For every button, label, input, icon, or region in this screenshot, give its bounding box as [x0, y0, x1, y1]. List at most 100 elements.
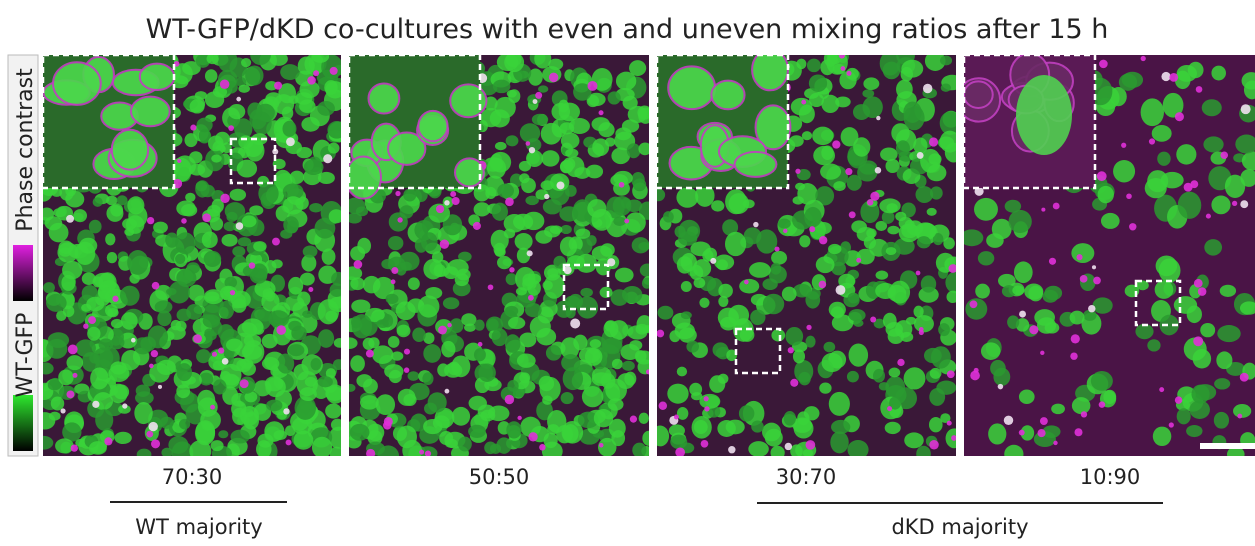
cell-phase: [66, 390, 74, 398]
cell-phase: [240, 379, 249, 388]
cell-gfp: [592, 372, 611, 386]
cell-gfp: [632, 237, 650, 253]
cell-phase: [71, 444, 78, 451]
cell-phase: [152, 282, 160, 290]
cell-gfp: [900, 332, 913, 342]
cell-phase: [1053, 441, 1057, 445]
cell-gfp: [794, 360, 813, 383]
cell-gfp: [930, 186, 943, 199]
cell-gfp: [428, 392, 447, 412]
cell-gfp: [896, 80, 913, 99]
cell-gfp: [1044, 286, 1062, 301]
cell-gfp: [218, 49, 238, 72]
cell-gfp: [325, 311, 337, 322]
cell-gfp: [1203, 136, 1223, 152]
cell-phase: [158, 385, 162, 389]
cell-phase: [809, 226, 815, 232]
cell-phase: [819, 236, 827, 244]
cell-gfp: [550, 225, 562, 234]
cell-gfp: [965, 298, 987, 320]
cell-gfp: [829, 302, 846, 318]
cell-gfp: [48, 380, 61, 390]
cell-gfp: [901, 67, 913, 82]
cell-phase: [395, 191, 400, 196]
cell-gfp: [539, 376, 554, 391]
cell-phase: [210, 405, 215, 410]
cell-gfp: [388, 336, 400, 348]
cell-gfp: [487, 158, 506, 179]
cell-phase: [452, 197, 460, 205]
cell-gfp: [49, 412, 61, 421]
cell-gfp: [262, 334, 278, 348]
inset: [957, 53, 1095, 188]
cell-gfp: [940, 131, 960, 153]
cell-gfp: [651, 188, 665, 201]
cell-phase: [249, 262, 255, 268]
cell-phase: [151, 439, 160, 448]
panels: [32, 45, 1255, 466]
cell-gfp: [938, 323, 950, 336]
cell-gfp: [46, 294, 67, 312]
cell-phase: [557, 182, 565, 190]
cell-phase: [744, 280, 749, 285]
cell-phase: [923, 84, 932, 93]
cell-gfp: [350, 277, 365, 290]
cell-gfp: [1007, 315, 1019, 329]
cell-gfp: [1141, 98, 1164, 126]
cell-phase: [1093, 277, 1101, 285]
cell-phase: [1149, 138, 1155, 144]
cell-gfp: [1071, 243, 1094, 263]
cell-phase: [947, 421, 952, 426]
cell-gfp: [699, 394, 720, 409]
cell-gfp: [175, 232, 195, 254]
cell-gfp: [90, 367, 109, 389]
panel-label: 10:90: [1080, 465, 1141, 489]
cell-phase: [220, 80, 229, 89]
cell-phase: [539, 444, 546, 451]
cell-gfp: [43, 282, 55, 293]
cell-gfp: [403, 189, 416, 202]
cell-gfp: [515, 233, 533, 250]
cell-gfp: [305, 377, 317, 387]
cell-gfp: [176, 384, 190, 398]
cell-gfp: [921, 275, 936, 292]
cell-gfp: [318, 376, 333, 387]
cell-gfp: [478, 363, 496, 381]
cell-gfp: [226, 212, 237, 222]
cell-gfp: [1098, 186, 1114, 204]
cell-gfp: [1012, 286, 1024, 296]
cell-phase: [1019, 430, 1025, 436]
inset-cell: [668, 66, 715, 109]
cell-phase: [88, 316, 96, 324]
cell-phase: [450, 191, 456, 197]
cell-phase: [1099, 60, 1108, 69]
cell-phase: [549, 73, 559, 83]
panel-label: 70:30: [162, 465, 223, 489]
inset-cell: [418, 111, 447, 141]
cell-gfp: [497, 256, 512, 269]
cell-phase: [1159, 387, 1164, 392]
cell-phase: [704, 396, 709, 401]
cell-phase: [710, 258, 716, 264]
cell-phase: [236, 222, 244, 230]
cell-gfp: [89, 220, 102, 234]
cell-gfp: [1177, 65, 1197, 82]
cell-gfp: [638, 142, 651, 155]
cell-gfp: [642, 278, 652, 289]
cell-gfp: [563, 158, 575, 171]
cell-gfp: [283, 216, 299, 233]
cell-gfp: [334, 338, 346, 348]
cell-phase: [846, 71, 851, 76]
cell-gfp: [913, 306, 923, 318]
cell-gfp: [1211, 195, 1230, 214]
cell-gfp: [565, 148, 578, 157]
cell-gfp: [268, 310, 289, 327]
cell-phase: [1196, 86, 1203, 93]
cell-gfp: [831, 420, 850, 434]
cell-gfp: [889, 368, 901, 378]
cell-gfp: [547, 424, 559, 435]
cell-gfp: [38, 362, 54, 374]
cell-phase: [570, 318, 580, 328]
cell-phase: [391, 267, 398, 274]
cell-gfp: [127, 196, 144, 214]
